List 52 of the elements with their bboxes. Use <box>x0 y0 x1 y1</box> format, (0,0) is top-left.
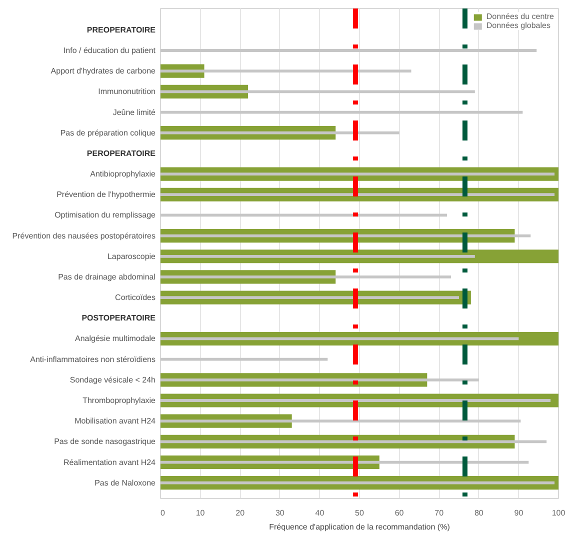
y-tick-label: PREOPERATOIRE <box>86 25 156 34</box>
y-tick-label: Sondage vésicale < 24h <box>70 375 156 384</box>
bar <box>160 49 537 52</box>
x-tick-label: 30 <box>275 508 285 518</box>
bar <box>160 131 400 134</box>
y-tick-label: Pas de drainage abdominal <box>58 272 156 282</box>
x-tick-label: 80 <box>474 508 484 518</box>
y-tick-label: POSTOPERATOIRE <box>82 314 156 323</box>
y-tick-label: Prévention de l'hypothermie <box>56 190 156 200</box>
y-tick-label: Info / éducation du patient <box>63 46 156 55</box>
y-tick-label: Mobilisation avant H24 <box>74 416 156 426</box>
bar <box>160 296 459 299</box>
y-tick-label: Optimisation du remplissage <box>54 210 156 220</box>
y-tick-label: Antibioprophylaxie <box>90 170 156 179</box>
y-tick-label: Laparoscopie <box>107 252 156 261</box>
y-tick-label: Jeûne limité <box>112 108 156 117</box>
y-tick-label: Pas de Naloxone <box>94 478 156 488</box>
bar <box>160 90 475 94</box>
x-tick-label: 20 <box>236 508 246 518</box>
bar <box>160 254 475 258</box>
bar <box>160 358 328 361</box>
y-tick-label: Anti-inflammatoires non stéroïdiens <box>30 354 156 364</box>
y-tick-label: Pas de préparation colique <box>60 128 156 138</box>
x-axis-title: Fréquence d'application de la recommandation (%) <box>269 522 450 532</box>
y-tick-label: Analgésie multimodale <box>75 334 156 344</box>
bar <box>160 276 452 278</box>
x-tick-label: 0 <box>160 508 166 518</box>
x-tick-label: 10 <box>196 508 206 518</box>
x-tick-label: 60 <box>394 508 404 518</box>
bar <box>160 193 555 196</box>
legend-label: Données du centre <box>486 12 554 21</box>
y-tick-label: Thromboprophylaxie <box>82 396 156 405</box>
bar <box>160 420 521 423</box>
y-tick-label: Prévention des nausées postopératoires <box>12 231 156 240</box>
x-tick-label: 40 <box>315 508 325 518</box>
y-tick-label: Réalimentation avant H24 <box>63 458 156 467</box>
x-tick-label: 50 <box>355 508 364 518</box>
y-tick-label: Immunonutrition <box>98 87 156 96</box>
bar <box>160 70 412 73</box>
bar <box>160 481 555 484</box>
bar <box>160 172 555 176</box>
bar <box>160 399 551 402</box>
y-tick-label: Pas de sonde nasogastrique <box>54 437 156 446</box>
bar <box>160 440 547 444</box>
y-tick-label: PEROPERATOIRE <box>86 148 156 158</box>
x-tick-label: 100 <box>552 508 566 518</box>
x-tick-label: 90 <box>514 508 524 518</box>
bar <box>160 378 479 382</box>
y-tick-label: Corticoïdes <box>115 293 156 302</box>
y-tick-label: Apport d'hydrates de carbone <box>50 66 156 76</box>
legend-label: Données globales <box>486 21 550 30</box>
x-tick-label: 70 <box>434 508 444 518</box>
